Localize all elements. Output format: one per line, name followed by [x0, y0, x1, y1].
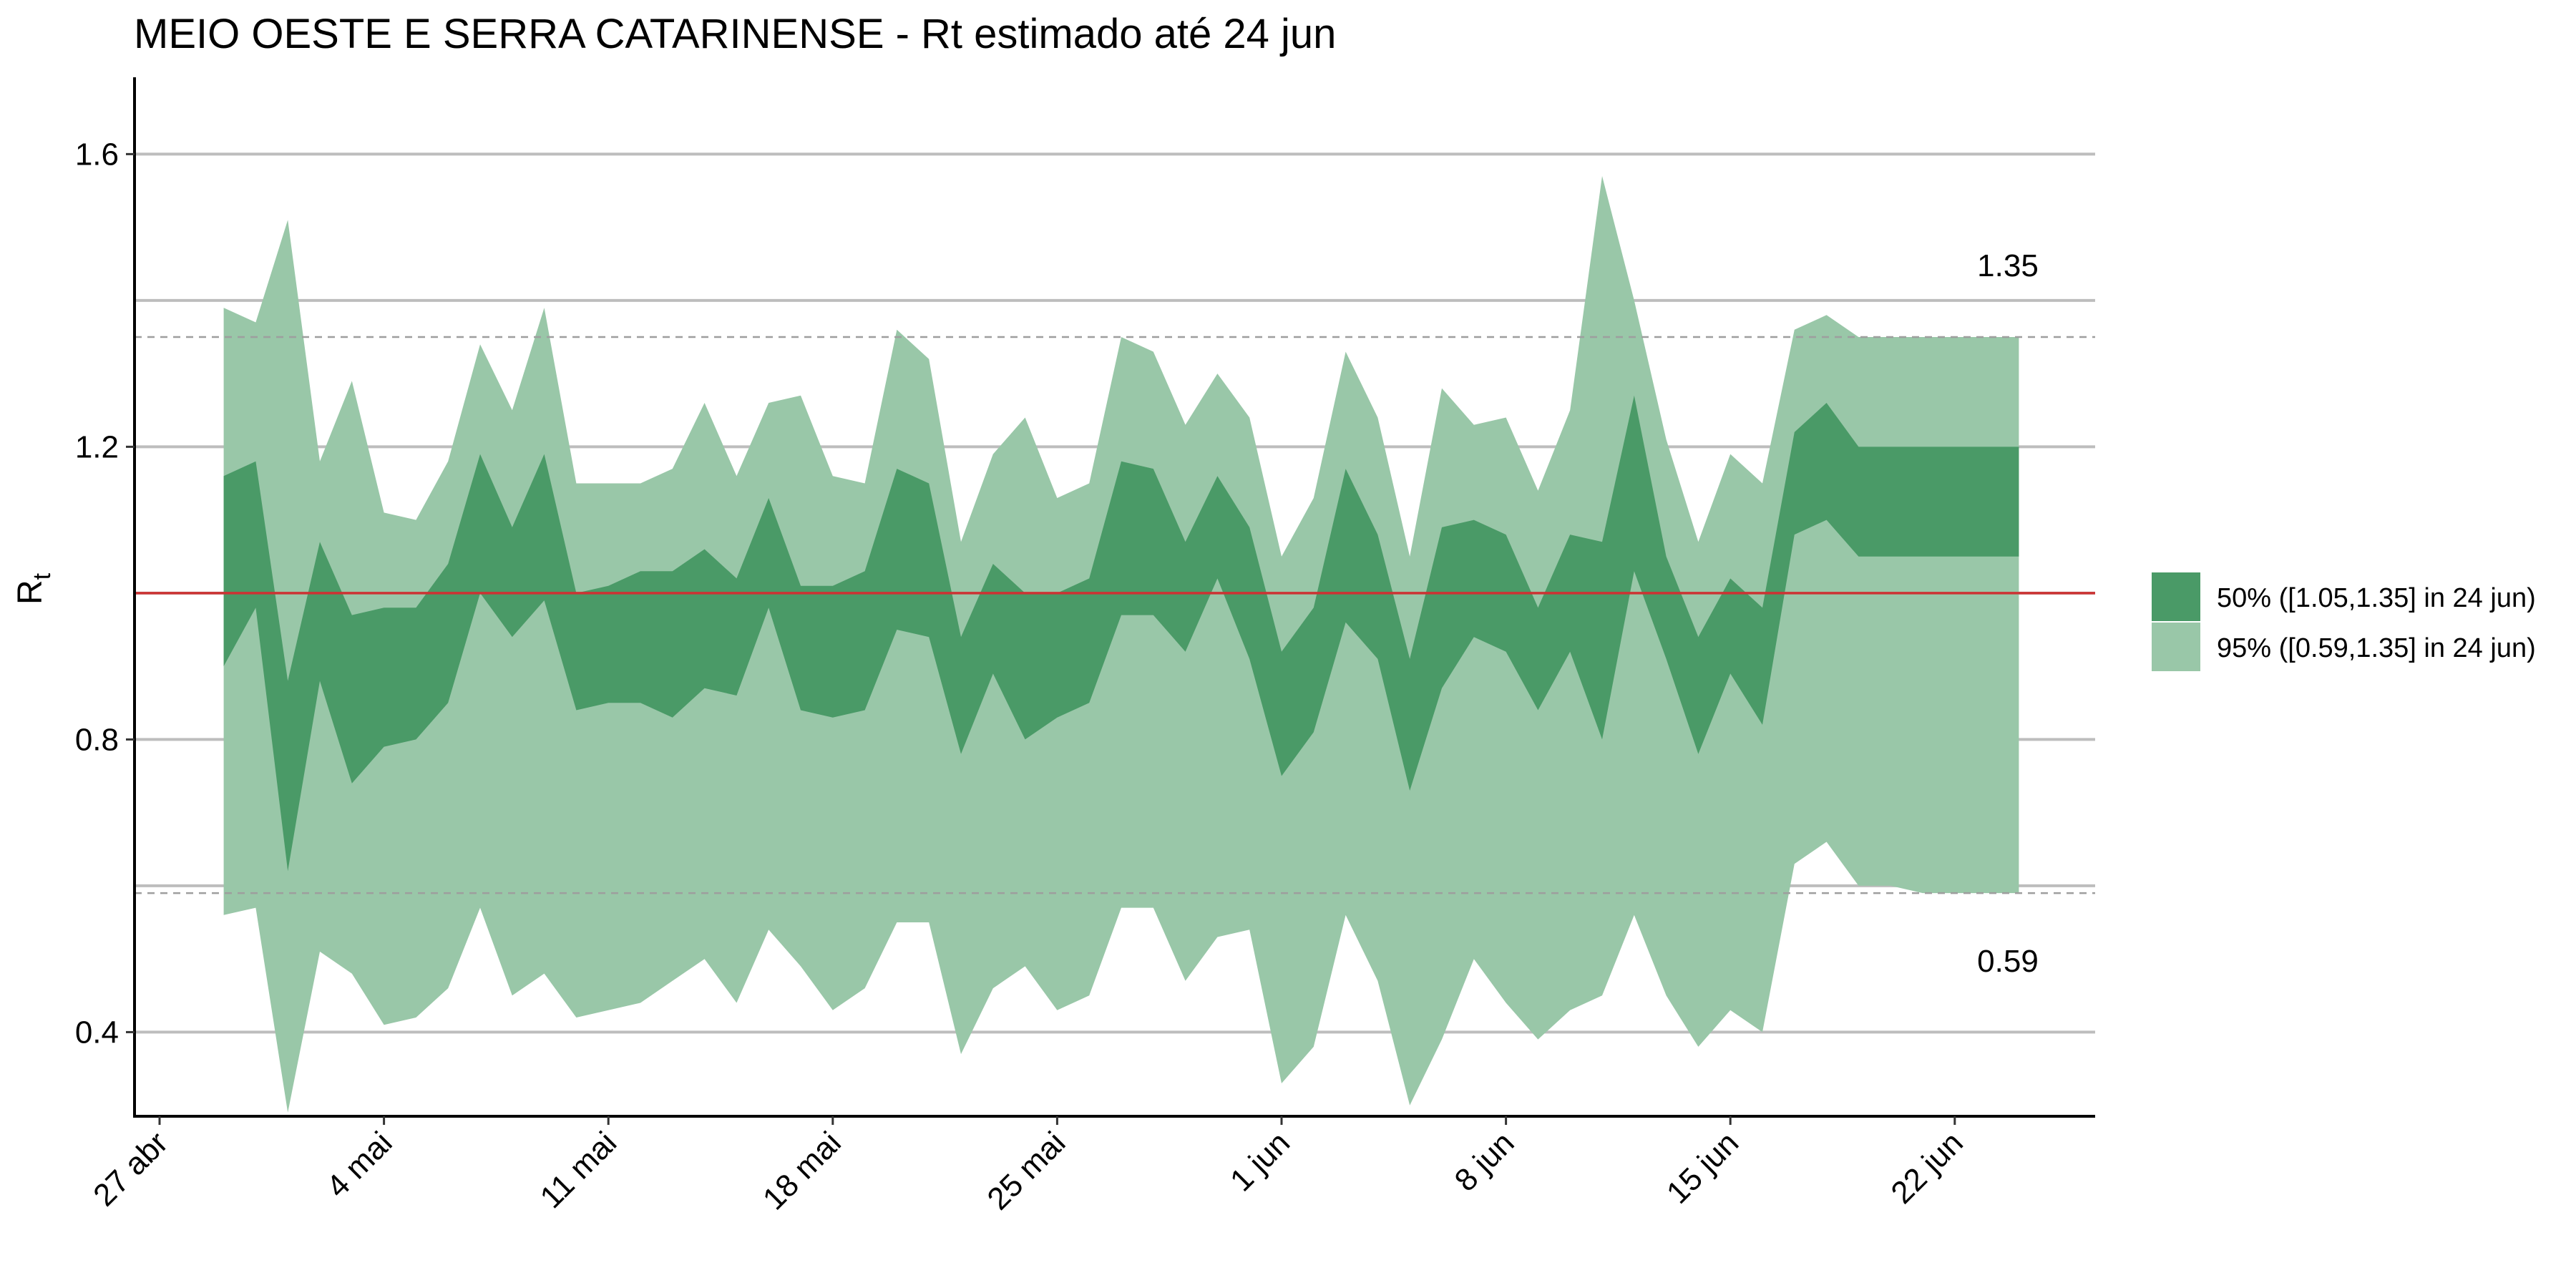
band-50	[223, 395, 2019, 872]
band-50-area	[223, 395, 2019, 872]
y-tick-label: 1.6	[75, 137, 119, 172]
y-ticks: 0.4 0.8 1.2 1.6	[75, 137, 135, 1050]
y-axis-title-main: R	[11, 580, 49, 605]
chart-title: MEIO OESTE E SERRA CATARINENSE - Rt esti…	[134, 11, 1336, 57]
y-tick-label: 0.8	[75, 722, 119, 757]
legend-swatch	[2152, 572, 2200, 621]
x-tick-label: 27 abr	[87, 1125, 175, 1213]
x-tick-label: 18 mai	[756, 1125, 848, 1216]
y-axis-title-sub: t	[29, 572, 56, 580]
x-tick-label: 11 mai	[534, 1125, 624, 1215]
reference-lines: 1.35 0.59	[135, 248, 2095, 979]
y-axis-title: Rt	[11, 572, 56, 605]
x-tick-label: 8 jun	[1448, 1125, 1521, 1198]
x-tick-label: 25 mai	[980, 1125, 1072, 1216]
axes	[133, 77, 2095, 1118]
band-95	[223, 176, 2019, 1113]
x-tick-label: 22 jun	[1884, 1125, 1969, 1210]
x-tick-label: 1 jun	[1224, 1125, 1297, 1198]
band-95-area	[223, 176, 2019, 1113]
x-tick-label: 15 jun	[1660, 1125, 1745, 1210]
legend-label: 95% ([0.59,1.35] in 24 jun)	[2217, 633, 2536, 663]
legend-label: 50% ([1.05,1.35] in 24 jun)	[2217, 583, 2536, 613]
ref-line-label: 0.59	[1977, 944, 2039, 979]
x-ticks: 27 abr 4 mai 11 mai 18 mai 25 mai 1 jun 8 jun 1…	[87, 1116, 1970, 1216]
legend: 50% ([1.05,1.35] in 24 jun) 95% ([0.59,1.…	[2152, 572, 2536, 671]
ref-line-label: 1.35	[1977, 248, 2039, 283]
y-tick-label: 0.4	[75, 1015, 119, 1050]
y-tick-label: 1.2	[75, 429, 119, 464]
x-tick-label: 4 mai	[320, 1125, 399, 1204]
legend-swatch	[2152, 623, 2200, 671]
